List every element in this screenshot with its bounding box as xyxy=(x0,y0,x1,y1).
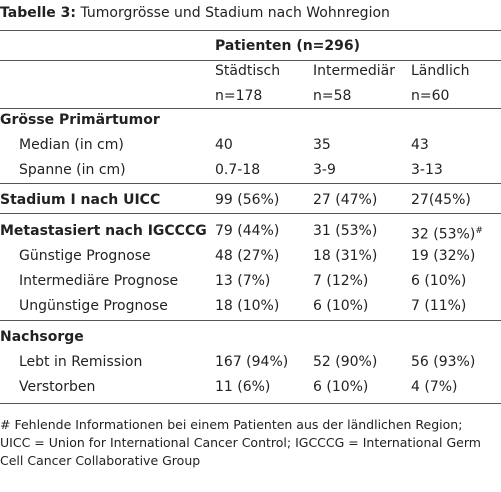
column-n: n=58 xyxy=(313,88,352,104)
rule xyxy=(0,183,501,184)
row-label: Metastasiert nach IGCCCG xyxy=(0,223,207,239)
cell: 56 (93%) xyxy=(411,354,476,370)
column-header: Ländlich xyxy=(411,63,470,79)
cell: 3-13 xyxy=(411,162,443,178)
cell: 43 xyxy=(411,137,429,153)
row-label: Spanne (in cm) xyxy=(19,162,126,178)
row-label: Günstige Prognose xyxy=(19,248,151,264)
cell: 52 (90%) xyxy=(313,354,378,370)
title-text: Tumorgrösse und Stadium nach Wohnregion xyxy=(80,5,390,21)
cell: 48 (27%) xyxy=(215,248,280,264)
title: Tabelle 3: Tumorgrösse und Stadium nach … xyxy=(0,4,390,22)
rule xyxy=(0,403,501,404)
cell: 99 (56%) xyxy=(215,192,280,208)
rule xyxy=(0,320,501,321)
footnote-line: Cell Cancer Collaborative Group xyxy=(0,453,201,468)
note-mark: # xyxy=(475,226,483,236)
cell: 167 (94%) xyxy=(215,354,289,370)
column-header: Intermediär xyxy=(313,63,395,79)
cell: 31 (53%) xyxy=(313,223,378,239)
row-label: Grösse Primärtumor xyxy=(0,112,160,128)
cell: 35 xyxy=(313,137,331,153)
cell: 27(45%) xyxy=(411,192,471,208)
cell: 32 (53%)# xyxy=(411,226,483,243)
rule xyxy=(0,108,501,109)
group-header: Patienten (n=296) xyxy=(215,38,361,54)
row-label: Median (in cm) xyxy=(19,137,124,153)
footnote-line: UICC = Union for International Cancer Co… xyxy=(0,435,481,450)
row-label: Stadium I nach UICC xyxy=(0,192,161,208)
cell: 18 (10%) xyxy=(215,298,280,314)
column-n: n=178 xyxy=(215,88,263,104)
cell: 6 (10%) xyxy=(313,298,369,314)
row-label: Nachsorge xyxy=(0,329,84,345)
cell: 6 (10%) xyxy=(313,379,369,395)
cell: 79 (44%) xyxy=(215,223,280,239)
rule xyxy=(0,30,501,31)
title-label: Tabelle 3: xyxy=(0,5,77,21)
row-label: Verstorben xyxy=(19,379,96,395)
row-label: Lebt in Remission xyxy=(19,354,143,370)
cell: 0.7-18 xyxy=(215,162,261,178)
footnote-line: # Fehlende Informationen bei einem Patie… xyxy=(0,417,463,432)
row-label: Ungünstige Prognose xyxy=(19,298,168,314)
cell: 7 (12%) xyxy=(313,273,369,289)
cell: 7 (11%) xyxy=(411,298,467,314)
cell: 27 (47%) xyxy=(313,192,378,208)
cell: 3-9 xyxy=(313,162,336,178)
cell: 4 (7%) xyxy=(411,379,458,395)
cell: 6 (10%) xyxy=(411,273,467,289)
cell: 18 (31%) xyxy=(313,248,378,264)
cell: 11 (6%) xyxy=(215,379,271,395)
cell: 13 (7%) xyxy=(215,273,271,289)
column-header: Städtisch xyxy=(215,63,281,79)
row-label: Intermediäre Prognose xyxy=(19,273,179,289)
cell: 40 xyxy=(215,137,233,153)
rule xyxy=(0,213,501,214)
rule xyxy=(0,60,501,61)
cell: 19 (32%) xyxy=(411,248,476,264)
column-n: n=60 xyxy=(411,88,450,104)
